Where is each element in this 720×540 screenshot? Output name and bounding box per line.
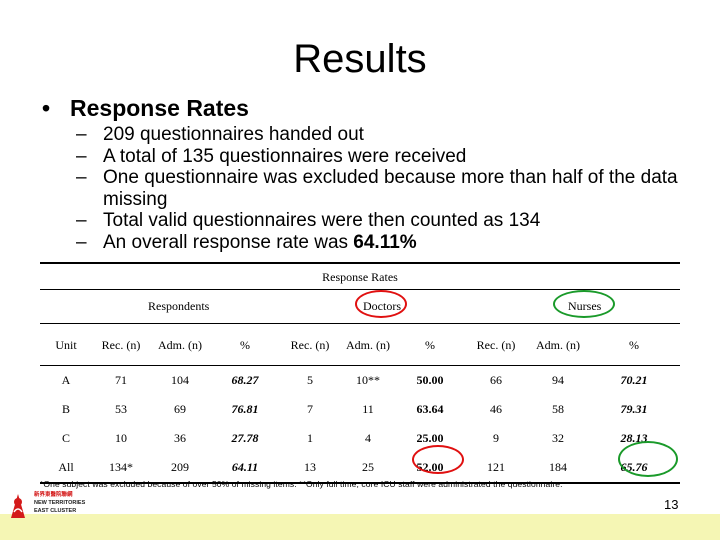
table-cell: 27.78 <box>231 431 259 445</box>
table-cell: 121 <box>464 453 528 484</box>
table-cell: 68.27 <box>231 373 259 387</box>
table-cell: All <box>40 453 92 484</box>
table-row: C 10 36 27.78 1 4 25.00 9 32 28.13 <box>40 424 680 453</box>
table-cell: 64.11 <box>210 453 280 484</box>
col-header: Rec. (n) <box>92 324 150 366</box>
table-cell: 66 <box>490 373 502 387</box>
main-bullet: • Response Rates <box>42 94 249 122</box>
logo-text: 新界東醫院聯網 NEW TERRITORIES EAST CLUSTER <box>34 491 94 515</box>
table-cell: 10** <box>356 373 380 387</box>
table-cell: 11 <box>362 402 374 416</box>
table-cell: 58 <box>552 402 564 416</box>
column-header-row: Unit Rec. (n) Adm. (n) % Rec. (n) Adm. (… <box>40 324 680 366</box>
col-header: Unit <box>40 324 92 366</box>
page-number: 13 <box>664 497 679 512</box>
table-cell: B <box>61 402 70 416</box>
footer-bar <box>0 514 720 540</box>
main-bullet-text: Response Rates <box>70 95 249 121</box>
col-header: % <box>396 324 464 366</box>
sub-bullet: – One questionnaire was excluded because … <box>76 167 678 210</box>
table-row: A 71 104 68.27 5 10** 50.00 66 94 70.21 <box>40 366 680 396</box>
table-cell: 184 <box>528 453 588 484</box>
col-header: Adm. (n) <box>340 324 396 366</box>
table-cell: 9 <box>493 431 499 445</box>
table-cell: 70.21 <box>620 373 648 387</box>
table-cell: 5 <box>307 373 313 387</box>
table-cell: 76.81 <box>231 402 259 416</box>
table-cell: 69 <box>174 402 186 416</box>
table-cell: A <box>61 373 71 387</box>
table-cell: 79.31 <box>620 402 648 416</box>
table-title: Response Rates <box>40 262 680 290</box>
table-cell: C <box>61 431 70 445</box>
bullet-dot: • <box>42 95 51 121</box>
nurses-overall-highlight-oval <box>618 441 678 477</box>
group-respondents: Respondents <box>148 299 210 313</box>
table-footnote: *One subject was excluded because of ove… <box>40 479 563 489</box>
table-cell: 53 <box>115 402 127 416</box>
logo-chinese: 新界東醫院聯網 <box>34 492 73 498</box>
nurses-highlight-oval <box>553 290 615 318</box>
table-cell: 25.00 <box>416 431 444 445</box>
sub-bullet: – A total of 135 questionnaires were rece… <box>76 145 467 167</box>
table-cell: 209 <box>150 453 210 484</box>
col-header: Adm. (n) <box>150 324 210 366</box>
slide-title: Results <box>293 37 427 81</box>
table-cell: 32 <box>552 431 564 445</box>
sub-bullet: – An overall response rate was 64.11% <box>76 231 417 253</box>
sub-bullet: –209 questionnaires handed out <box>76 124 364 145</box>
table-cell: 7 <box>307 402 313 416</box>
table-cell: 46 <box>490 402 502 416</box>
col-header: Adm. (n) <box>528 324 588 366</box>
table-cell: 10 <box>115 431 127 445</box>
table-cell: 13 <box>280 453 340 484</box>
table-cell: 50.00 <box>416 373 444 387</box>
data-table: Unit Rec. (n) Adm. (n) % Rec. (n) Adm. (… <box>40 324 680 484</box>
hospital-cluster-logo <box>11 494 25 518</box>
table-cell: 4 <box>365 431 371 445</box>
table-cell: 36 <box>174 431 186 445</box>
sub-bullet: – Total valid questionnaires were then co… <box>76 210 541 231</box>
table-cell: 1 <box>307 431 313 445</box>
logo-line1: NEW TERRITORIES <box>34 500 86 506</box>
table-cell: 94 <box>552 373 564 387</box>
col-header: Rec. (n) <box>280 324 340 366</box>
col-header: % <box>588 324 680 366</box>
overall-rate: 64.11% <box>353 231 417 253</box>
table-cell: 63.64 <box>416 402 444 416</box>
table-row: B 53 69 76.81 7 11 63.64 46 58 79.31 <box>40 395 680 424</box>
doctors-overall-highlight-oval <box>412 445 464 474</box>
table-cell: 71 <box>115 373 127 387</box>
sub-bullet-list: –209 questionnaires handed out – A total … <box>76 124 696 253</box>
table-cell: 25 <box>340 453 396 484</box>
logo-emblem-icon <box>11 494 25 518</box>
col-header: Rec. (n) <box>464 324 528 366</box>
logo-line2: EAST CLUSTER <box>34 508 77 514</box>
doctors-highlight-oval <box>355 290 407 318</box>
table-cell: 104 <box>171 373 189 387</box>
col-header: % <box>210 324 280 366</box>
table-cell: 134* <box>92 453 150 484</box>
